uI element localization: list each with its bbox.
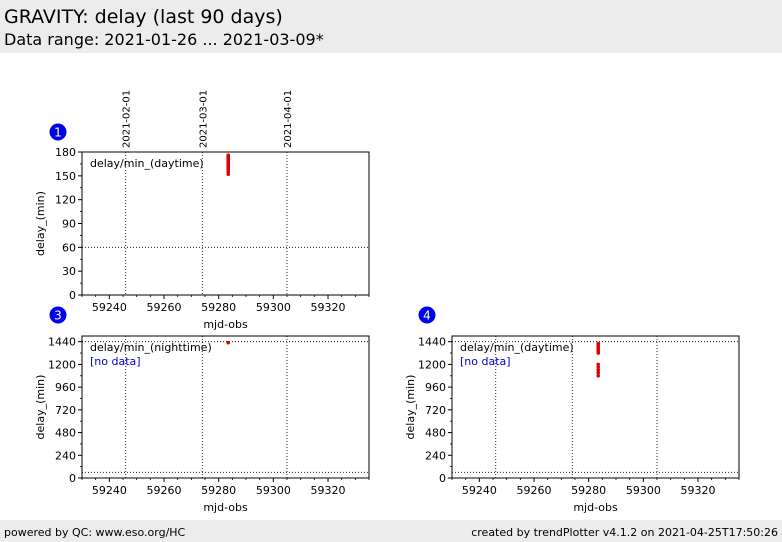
- panel-3-x-tick-label: 59280: [201, 484, 236, 497]
- panel-1-x-axis-label: mjd-obs: [203, 318, 248, 331]
- panel-4-y-tick-label: 1200: [418, 358, 446, 371]
- panel-1-y-tick-label: 30: [62, 265, 76, 278]
- panel-3-x-axis-label: mjd-obs: [203, 501, 248, 514]
- panel-1-badge: [49, 123, 67, 141]
- panel-1-y-axis-label: delay_(min): [34, 191, 47, 256]
- panel-3-y-tick-label: 0: [69, 472, 76, 485]
- panel-1-date-label: 2021-02-01: [122, 90, 133, 148]
- panel-3-y-tick-label: 240: [55, 449, 76, 462]
- panel-4-x-tick-label: 59240: [462, 484, 497, 497]
- panel-4-x-tick-label: 59260: [517, 484, 552, 497]
- panel-1-x-tick-label: 59240: [92, 301, 127, 314]
- panel-4-y-tick-label: 720: [425, 404, 446, 417]
- panel-1-x-tick-label: 59300: [256, 301, 291, 314]
- panel-4-y-tick-label: 0: [439, 472, 446, 485]
- panel-4-data-point: [596, 371, 601, 375]
- panel-4-x-axis-label: mjd-obs: [573, 501, 618, 514]
- panel-3-y-tick-label: 1200: [48, 358, 76, 371]
- footer-powered-by: powered by QC: www.eso.org/HC: [4, 526, 186, 539]
- panel-1-x-tick-label: 59260: [147, 301, 182, 314]
- panel-1-x-tick-label: 59280: [201, 301, 236, 314]
- panel-4-y-tick-label: 480: [425, 427, 446, 440]
- panel-4-data-point: [596, 365, 601, 370]
- panel-3-y-tick-label: 1440: [48, 336, 76, 349]
- page-subtitle: Data range: 2021-01-26 ... 2021-03-09*: [4, 30, 324, 49]
- panel-4-frame: [451, 335, 740, 479]
- panel-3-x-tick-label: 59320: [311, 484, 346, 497]
- page-title: GRAVITY: delay (last 90 days): [4, 6, 283, 28]
- panel-4-data-point: [596, 373, 601, 378]
- panel-1-y-tick-label: 60: [62, 241, 76, 254]
- panel-4-y-tick-label: 1440: [418, 336, 446, 349]
- panel-3-frame: [81, 335, 370, 479]
- panel-3-badge-number: 3: [54, 309, 62, 323]
- panel-4-y-tick-label: 240: [425, 449, 446, 462]
- panel-1-date-label: 2021-04-01: [283, 90, 294, 148]
- panel-3-x-tick-label: 59260: [147, 484, 182, 497]
- panel-4-y-tick-label: 960: [425, 381, 446, 394]
- panel-4-data-point: [596, 362, 601, 367]
- panel-4-y-axis-label: delay_(min): [404, 375, 417, 440]
- panel-4-data-point: [596, 341, 601, 346]
- panel-1-date-label: 2021-03-01: [198, 90, 209, 148]
- panel-1-badge-number: 1: [54, 126, 62, 140]
- panel-3-series-label: delay/min_(nighttime): [90, 341, 212, 354]
- panel-3-badge: [49, 306, 67, 324]
- panel-4-data-point: [596, 368, 601, 372]
- panel-1-y-tick-label: 120: [55, 194, 76, 207]
- panel-4-x-tick-label: 59320: [681, 484, 716, 497]
- header-bar: [0, 0, 782, 53]
- panel-3-y-tick-label: 480: [55, 427, 76, 440]
- footer-created-by: created by trendPlotter v4.1.2 on 2021-0…: [471, 526, 778, 539]
- panel-1-data-point: [226, 153, 231, 157]
- panel-1-x-tick-label: 59320: [311, 301, 346, 314]
- panel-3-no-data-label: [no data]: [90, 355, 141, 368]
- panel-4-badge: [418, 306, 436, 324]
- panel-4-x-tick-label: 59280: [571, 484, 606, 497]
- panel-3-y-axis-label: delay_(min): [34, 375, 47, 440]
- panel-1-y-tick-label: 180: [55, 146, 76, 159]
- panel-4-no-data-label: [no data]: [460, 355, 511, 368]
- panel-3-y-tick-label: 720: [55, 404, 76, 417]
- panel-3-x-tick-label: 59240: [92, 484, 127, 497]
- panel-3-y-tick-label: 960: [55, 381, 76, 394]
- panel-4-badge-number: 4: [423, 309, 431, 323]
- panel-4-x-tick-label: 59300: [626, 484, 661, 497]
- panel-1-series-label: delay/min_(daytime): [90, 157, 204, 170]
- panel-1-y-tick-label: 90: [62, 218, 76, 231]
- panel-1-y-tick-label: 0: [69, 289, 76, 302]
- footer-bar: [0, 520, 782, 542]
- panel-1-frame: [81, 151, 370, 296]
- panel-4-series-label: delay/min_(daytime): [460, 341, 574, 354]
- panel-3-data-point: [226, 340, 231, 345]
- panel-1-y-tick-label: 150: [55, 170, 76, 183]
- panel-3-x-tick-label: 59300: [256, 484, 291, 497]
